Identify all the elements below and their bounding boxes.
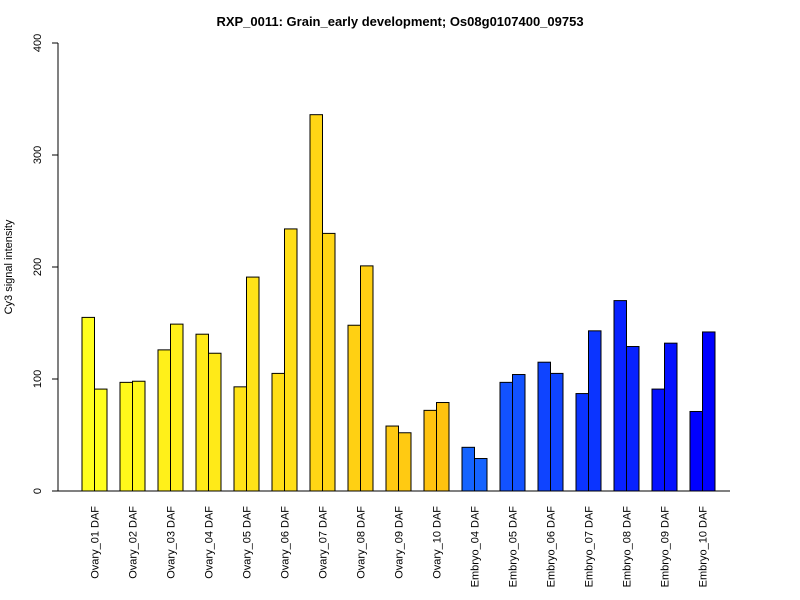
x-tick-label: Ovary_01 DAF [90, 506, 102, 579]
bar [537, 361, 551, 492]
x-tick-label: Ovary_07 DAF [318, 506, 330, 579]
x-tick-label: Ovary_10 DAF [432, 506, 444, 579]
bar [461, 446, 475, 492]
bar [322, 232, 336, 492]
bar [132, 380, 146, 492]
bar [208, 352, 222, 492]
x-tick-label: Embryo_06 DAF [546, 506, 558, 588]
bar [689, 410, 703, 492]
y-tick-label: 300 [32, 146, 44, 164]
bar [512, 374, 526, 492]
y-axis: 0 100 200 300 400 [32, 34, 59, 494]
x-tick-label: Ovary_03 DAF [166, 506, 178, 579]
bar [157, 349, 171, 492]
bar [702, 331, 716, 492]
category-labels: Ovary_01 DAF Ovary_02 DAF Ovary_03 DAF Ovar… [90, 506, 710, 588]
chart-title: RXP_0011: Grain_early development; Os08g… [216, 14, 583, 29]
bar [309, 114, 323, 492]
bar [119, 381, 133, 492]
bar [664, 342, 678, 492]
x-tick-label: Ovary_04 DAF [204, 506, 216, 579]
bar [360, 265, 374, 492]
bar [94, 388, 108, 492]
bar [385, 425, 399, 492]
bar-series [81, 114, 716, 492]
bar [284, 228, 298, 492]
bar [588, 330, 602, 492]
bar [423, 409, 437, 492]
x-tick-label: Ovary_02 DAF [128, 506, 140, 579]
bar [398, 432, 412, 492]
bar [651, 388, 665, 492]
x-tick-label: Embryo_05 DAF [508, 506, 520, 588]
bar [499, 381, 513, 492]
y-tick-label: 200 [32, 258, 44, 276]
bar [550, 372, 564, 492]
bar [195, 333, 209, 492]
bar [347, 324, 361, 492]
bar [170, 323, 184, 492]
x-tick-label: Ovary_08 DAF [356, 506, 368, 579]
bar [233, 386, 247, 492]
bar [613, 300, 627, 492]
bar [626, 346, 640, 492]
x-tick-label: Ovary_05 DAF [242, 506, 254, 579]
y-tick-label: 400 [32, 34, 44, 52]
y-tick-label: 100 [32, 370, 44, 388]
bar [271, 372, 285, 492]
x-tick-label: Ovary_09 DAF [394, 506, 406, 579]
bar [474, 458, 488, 492]
bar [436, 402, 450, 492]
bar [246, 276, 260, 492]
bar [81, 316, 95, 492]
y-axis-label: Cy3 signal intensity [3, 219, 15, 314]
bar [575, 393, 589, 492]
x-tick-label: Embryo_07 DAF [584, 506, 596, 588]
x-tick-label: Embryo_10 DAF [698, 506, 710, 588]
x-tick-label: Ovary_06 DAF [280, 506, 292, 579]
y-tick-label: 0 [32, 488, 44, 494]
x-tick-label: Embryo_04 DAF [470, 506, 482, 588]
x-tick-label: Embryo_08 DAF [622, 506, 634, 588]
x-tick-label: Embryo_09 DAF [660, 506, 672, 588]
